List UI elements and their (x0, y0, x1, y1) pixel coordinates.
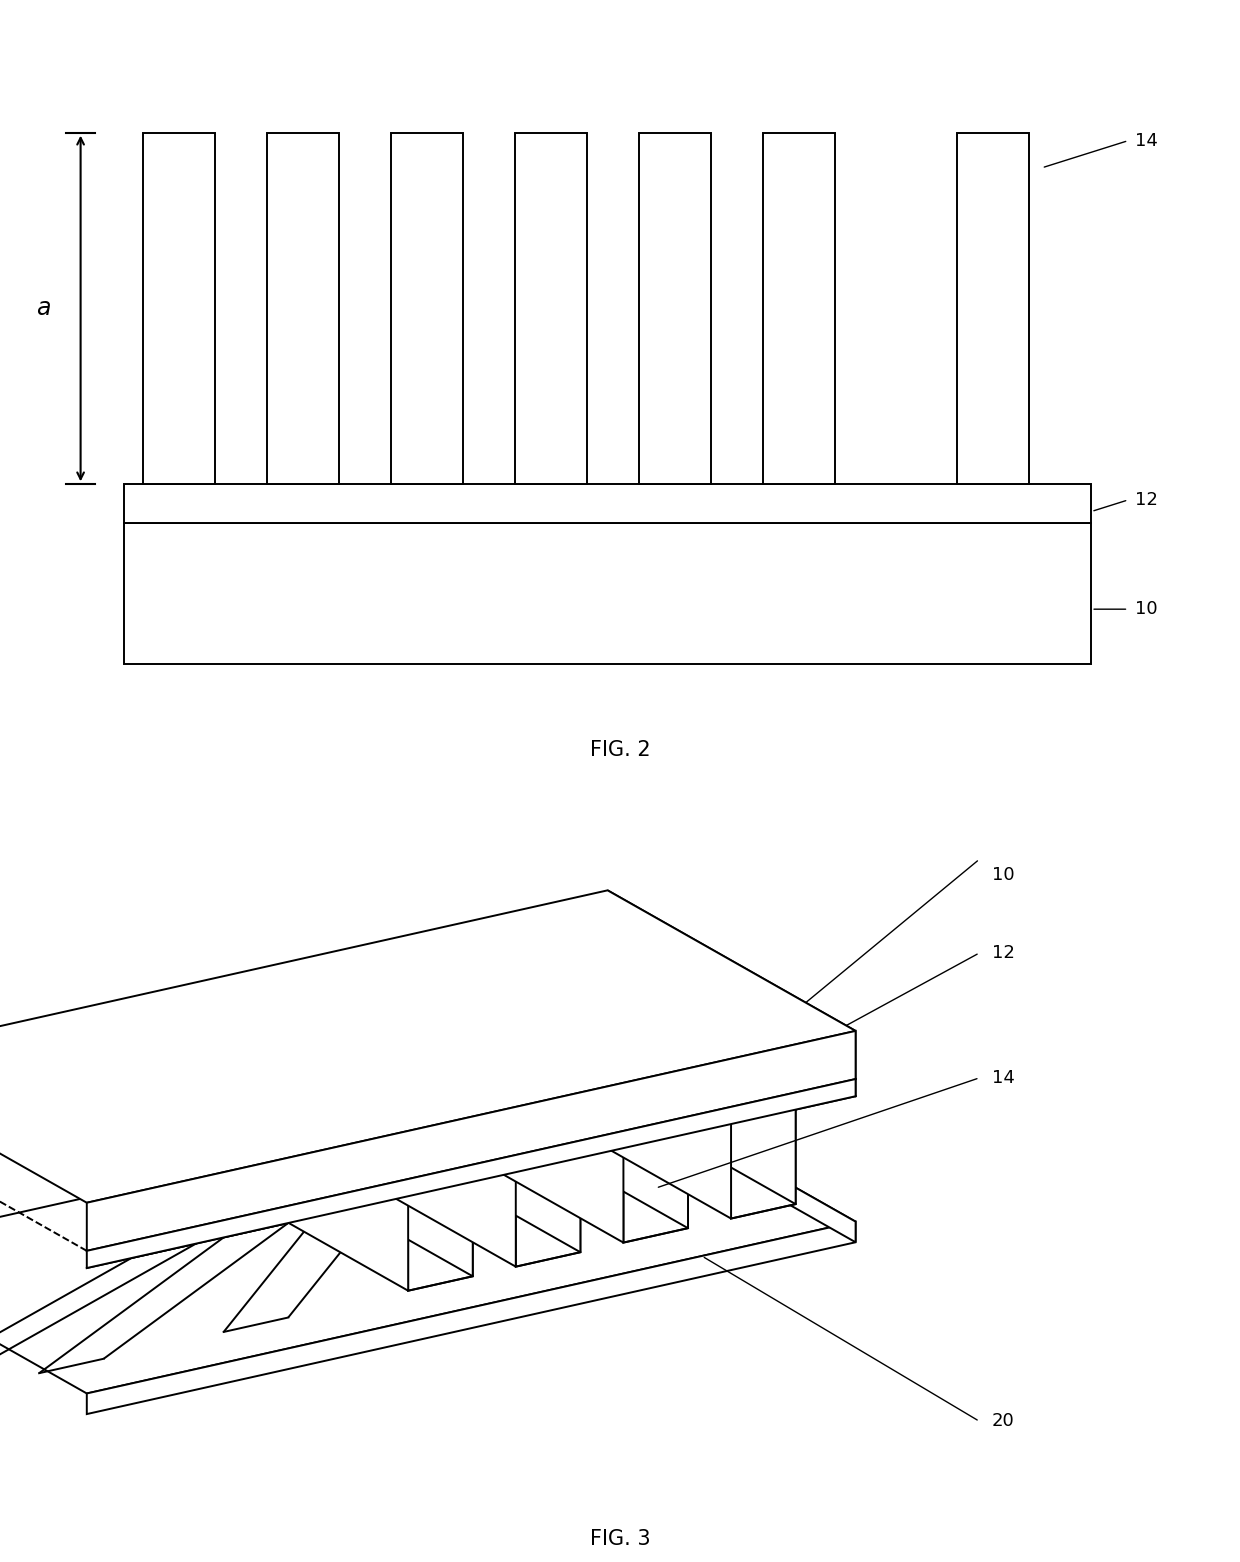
Polygon shape (376, 993, 440, 1103)
Polygon shape (0, 890, 856, 1203)
Text: 12: 12 (1135, 490, 1157, 509)
Polygon shape (484, 968, 548, 1078)
Bar (957, 133, 1029, 484)
Text: 12: 12 (992, 943, 1014, 962)
Polygon shape (160, 1042, 224, 1150)
Text: FIG. 2: FIG. 2 (590, 740, 650, 759)
Text: 14: 14 (992, 1068, 1014, 1087)
Polygon shape (732, 1109, 796, 1218)
Text: 10: 10 (1135, 600, 1157, 619)
Bar (267, 133, 339, 484)
Text: 10: 10 (992, 865, 1014, 884)
Polygon shape (376, 1007, 624, 1243)
Polygon shape (87, 1221, 856, 1414)
Bar (143, 133, 215, 484)
Polygon shape (516, 1157, 580, 1267)
Bar (124, 523, 1091, 664)
Polygon shape (408, 1182, 472, 1290)
Polygon shape (608, 890, 856, 1079)
Polygon shape (224, 1042, 472, 1276)
Text: FIG. 3: FIG. 3 (590, 1529, 650, 1548)
Text: a: a (36, 297, 51, 320)
Polygon shape (160, 1056, 408, 1290)
Text: 14: 14 (1135, 131, 1157, 150)
Text: 20: 20 (992, 1412, 1014, 1431)
Polygon shape (624, 1134, 688, 1243)
Polygon shape (608, 1081, 856, 1242)
Polygon shape (0, 1081, 856, 1393)
Bar (124, 484, 1091, 523)
Polygon shape (87, 1079, 856, 1268)
Bar (763, 133, 835, 484)
Polygon shape (548, 968, 796, 1204)
Polygon shape (608, 939, 856, 1097)
Bar (515, 133, 587, 484)
Bar (391, 133, 463, 484)
Polygon shape (440, 993, 688, 1228)
Polygon shape (268, 1017, 332, 1126)
Bar (639, 133, 711, 484)
Polygon shape (268, 1031, 516, 1267)
Polygon shape (484, 984, 732, 1218)
Polygon shape (87, 1031, 856, 1251)
Polygon shape (332, 1017, 580, 1253)
